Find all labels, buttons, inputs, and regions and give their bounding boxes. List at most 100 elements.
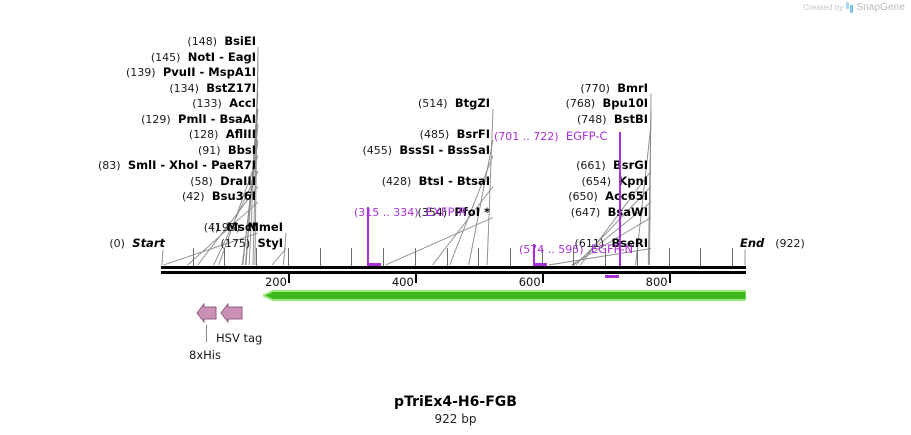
enzyme-name: BmrI — [617, 80, 648, 95]
ruler-minor-tick — [636, 248, 638, 266]
restriction-site-label[interactable]: (4) MscI — [203, 221, 256, 235]
orf-arrow — [262, 290, 746, 301]
restriction-site-label[interactable]: (129) PmlI - BsaAI — [141, 111, 256, 126]
name-separator: - — [444, 173, 457, 188]
restriction-site-label[interactable]: (133) AccI — [192, 96, 256, 111]
ruler-minor-tick — [478, 248, 480, 266]
primer-line-exfp-r — [367, 207, 369, 266]
site-position: (485) — [419, 128, 450, 141]
enzyme-name: StyI — [257, 235, 283, 250]
restriction-site-label[interactable]: (91) BbsI — [198, 142, 256, 157]
ruler-tick — [287, 274, 290, 283]
restriction-site-label[interactable]: (748) BstBI — [577, 112, 648, 126]
name-separator: - — [156, 158, 170, 172]
name-separator: - — [215, 49, 228, 64]
restriction-site-label[interactable]: (770) BmrI — [580, 80, 648, 95]
restriction-site-label[interactable]: (650) Acc65I — [568, 189, 648, 204]
restriction-site-label[interactable]: (134) BstZ17I — [169, 80, 256, 95]
enzyme-name: AccI — [229, 96, 256, 110]
enzyme-name: BssSaI — [447, 142, 490, 157]
ruler-label-400: 400 — [391, 275, 414, 289]
enzyme-name: BstZ17I — [206, 80, 256, 95]
enzyme-name: BssSI — [399, 142, 435, 157]
enzyme-name: MspA1I — [208, 65, 256, 79]
primer-range: (574 .. 595) — [519, 243, 584, 256]
site-position: (133) — [192, 97, 222, 110]
restriction-site-label[interactable]: (148) BsiEI — [187, 35, 256, 49]
enzyme-name: BbsI — [227, 142, 256, 157]
enzyme-name: XhoI — [169, 158, 199, 172]
site-position: (4) — [203, 221, 220, 234]
restriction-site-label[interactable]: (193) MmeI — [211, 221, 283, 235]
ruler-minor-tick — [700, 248, 702, 266]
restriction-site-label[interactable]: (128) AflIII — [188, 128, 256, 142]
backbone-rule — [161, 266, 746, 269]
ruler-tick-upper — [287, 248, 289, 266]
site-position: (768) — [565, 97, 596, 110]
enzyme-name: NotI — [187, 49, 216, 64]
name-separator: - — [206, 111, 220, 126]
enzyme-name: Bpu10I — [602, 96, 648, 110]
restriction-site-label[interactable]: (354) PfoI * — [417, 205, 490, 219]
site-position: (647) — [570, 205, 601, 219]
restriction-site-label[interactable]: (428) BtsI - BtsaI — [382, 173, 490, 188]
ruler-minor-tick — [383, 248, 385, 266]
enzyme-name: Bsu36I — [211, 189, 256, 203]
site-position: (661) — [576, 159, 606, 172]
page-title: pTriEx4-H6-FGB — [394, 394, 517, 410]
enzyme-name: BsrFI — [456, 127, 490, 141]
site-position: (139) — [125, 66, 156, 79]
plasmid-length: 922 bp — [434, 412, 477, 426]
site-position: (770) — [580, 81, 610, 95]
ruler-minor-tick — [605, 248, 607, 266]
restriction-site-label[interactable]: (175) StyI — [220, 235, 283, 250]
enzyme-name: KpnI — [618, 173, 648, 188]
restriction-site-label[interactable]: (654) KpnI — [581, 173, 648, 188]
feature-label-hsv-tag: HSV tag — [216, 331, 263, 345]
ruler-minor-tick — [192, 248, 194, 266]
backbone-rule — [161, 270, 746, 274]
ruler-minor-tick — [732, 248, 734, 266]
name-separator: - — [195, 65, 209, 79]
site-position: (128) — [188, 128, 219, 141]
enzyme-name: PvuII — [162, 65, 196, 79]
ruler-minor-tick — [224, 248, 226, 266]
ruler-tick-upper — [414, 248, 416, 266]
restriction-site-label[interactable]: (647) BsaWI — [570, 205, 648, 219]
restriction-site-label[interactable]: (145) NotI - EagI — [151, 49, 256, 64]
site-position: (611) — [574, 236, 605, 250]
primer-foot-exfp-r — [367, 263, 381, 266]
enzyme-name: Acc65I — [605, 189, 648, 203]
feature-connector — [206, 325, 207, 342]
primer-label-egfp-n: (574 .. 595) EGFP-N — [519, 243, 633, 257]
ruler-tick — [541, 274, 544, 283]
enzyme-name: DraIII — [220, 173, 256, 188]
ruler-tick — [414, 274, 417, 283]
ruler-minor-tick — [256, 248, 258, 266]
feature-arrow-8xhis — [196, 302, 217, 324]
primer-name: EXFP-R — [425, 205, 467, 219]
restriction-site-label[interactable]: (83) SmlI - XhoI - PaeR7I — [97, 158, 256, 173]
restriction-site-label[interactable]: (661) BsrGI — [576, 158, 648, 173]
site-position: (175) — [220, 236, 251, 250]
ruler-minor-tick — [319, 248, 321, 266]
restriction-site-label[interactable]: (42) Bsu36I — [182, 189, 256, 204]
restriction-site-label[interactable]: (58) DraIII — [190, 173, 256, 188]
enzyme-name: BsaAI — [219, 111, 256, 126]
restriction-site-label[interactable]: (768) Bpu10I — [565, 96, 648, 111]
primer-range: (315 .. 334) — [354, 206, 419, 219]
ruler-minor-tick — [573, 248, 575, 266]
site-position: (654) — [581, 174, 612, 188]
ruler-label-800: 800 — [645, 275, 668, 289]
ruler-label-600: 600 — [518, 275, 541, 289]
site-position: (455) — [362, 143, 393, 157]
enzyme-name: PaeR7I — [211, 158, 256, 172]
restriction-site-label[interactable]: (514) BtgZI — [418, 97, 490, 111]
restriction-site-label[interactable]: (485) BsrFI — [419, 127, 490, 142]
primer-line-egfp-n — [533, 244, 535, 266]
restriction-site-label[interactable]: (455) BssSI - BssSaI — [362, 142, 491, 157]
enzyme-name: BsrGI — [613, 158, 648, 172]
site-position: (83) — [97, 159, 121, 172]
restriction-site-label[interactable]: (139) PvuII - MspA1I — [125, 65, 256, 80]
